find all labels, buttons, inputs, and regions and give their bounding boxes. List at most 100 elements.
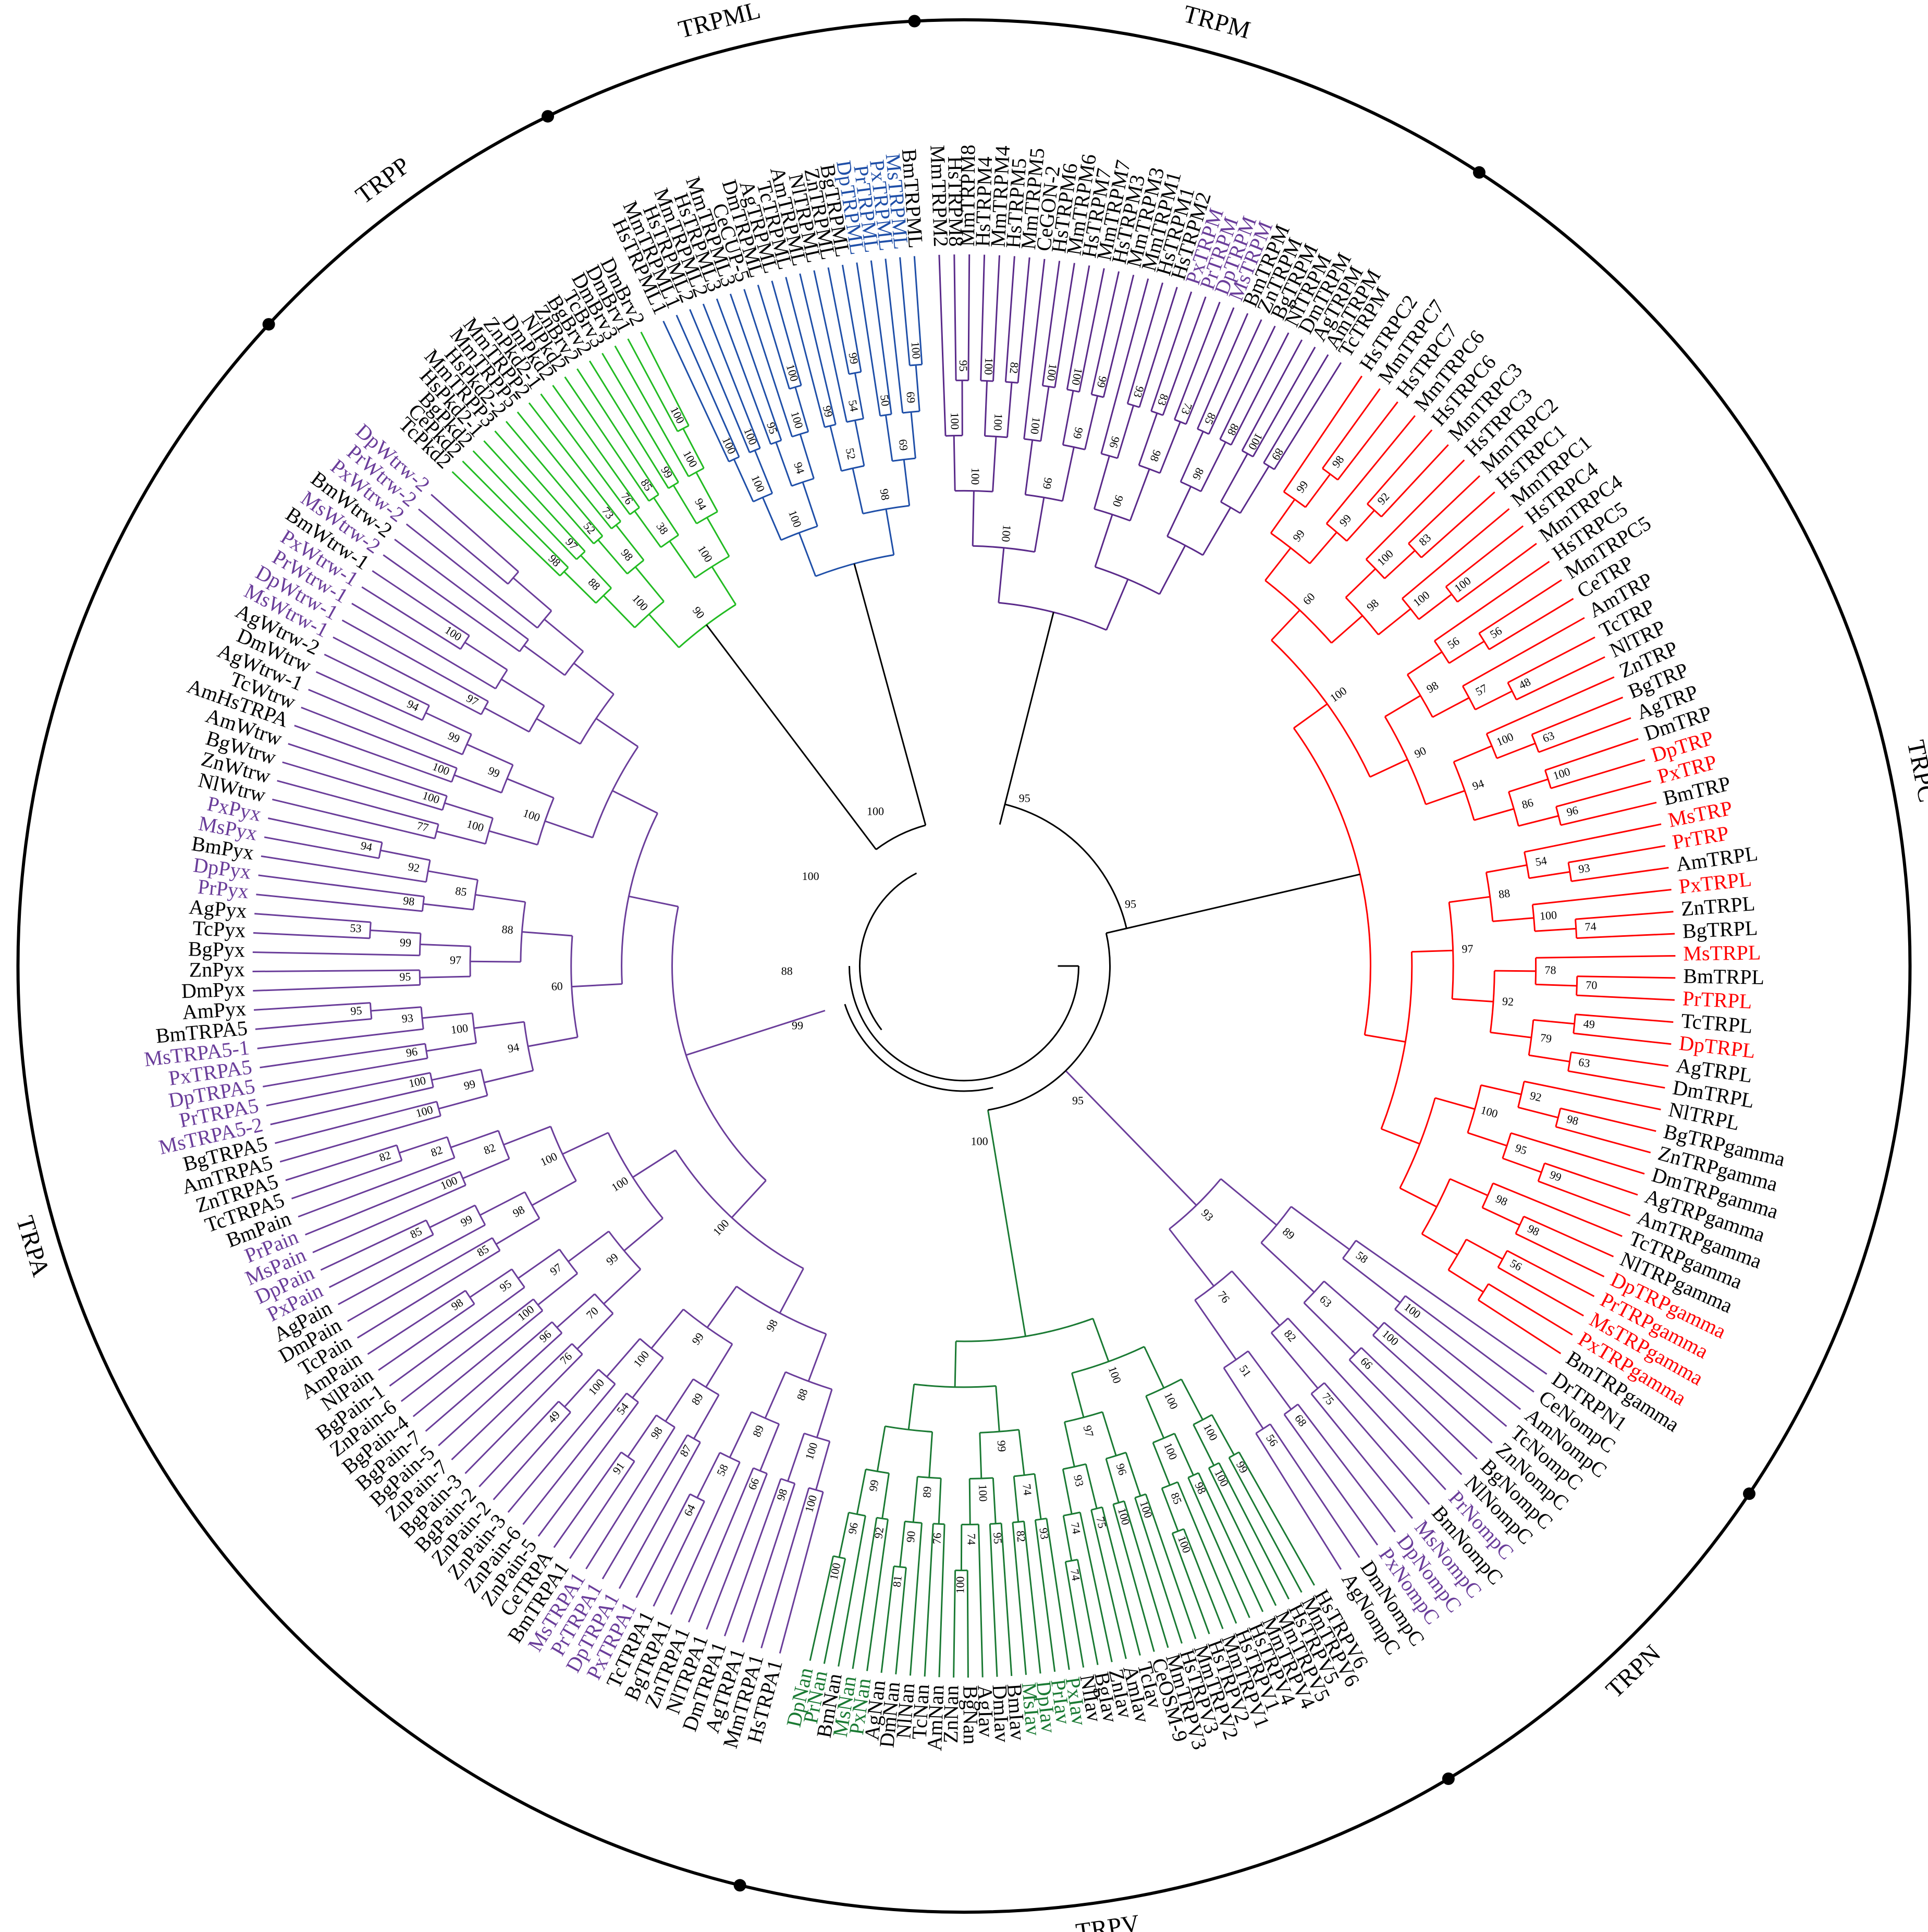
branch (1006, 382, 1013, 438)
branch (757, 285, 790, 389)
branch (1123, 1500, 1169, 1648)
bootstrap-label: 100 (1374, 547, 1396, 568)
branch-arc (571, 1343, 583, 1355)
branch (324, 653, 430, 706)
branch (953, 1570, 956, 1678)
branch (880, 1566, 895, 1673)
bootstrap-label: 97 (464, 691, 481, 708)
branch (1000, 1523, 1013, 1677)
branch (480, 1191, 525, 1216)
branch-arc (1283, 491, 1306, 508)
bootstrap-label: 66 (745, 1476, 762, 1492)
branch (1452, 998, 1494, 1002)
bootstrap-label: 88 (501, 923, 514, 937)
branch (1323, 1382, 1430, 1505)
branch (573, 662, 615, 695)
bootstrap-label: 78 (1545, 963, 1556, 976)
branch (1576, 933, 1675, 939)
branch (556, 1293, 595, 1328)
bootstrap-label: 93 (401, 1011, 414, 1025)
bootstrap-label: 100 (1410, 588, 1432, 609)
branch (320, 1219, 427, 1271)
branch (1378, 608, 1411, 635)
branch (597, 539, 628, 574)
branch (1372, 1335, 1493, 1444)
crown-stem (706, 624, 877, 850)
branch-arc (1193, 1414, 1212, 1425)
branch (451, 1343, 573, 1461)
branch (1407, 651, 1443, 676)
branch-arc (687, 1434, 701, 1443)
branch-arc (849, 371, 862, 375)
branch (953, 254, 957, 381)
branch (462, 1158, 510, 1179)
branch (1211, 1414, 1235, 1456)
branch (1024, 439, 1034, 495)
branch (706, 517, 730, 557)
branch (1450, 1178, 1489, 1196)
crown-stem (999, 612, 1054, 825)
bootstrap-label: 99 (689, 1330, 706, 1347)
branch (264, 836, 379, 859)
bootstrap-label: 93 (1578, 861, 1591, 876)
leaf-label: MsIav (1017, 1681, 1046, 1737)
branch (978, 1524, 984, 1678)
branch (723, 1478, 782, 1636)
bootstrap-label: 95 (957, 360, 970, 372)
branch (1384, 695, 1421, 717)
branch (1399, 1187, 1438, 1208)
bootstrap-label: 100 (982, 358, 996, 375)
leaf-label: DmIav (988, 1684, 1014, 1743)
branch (910, 412, 916, 459)
branch (1560, 1107, 1656, 1132)
bootstrap-label: 98 (619, 546, 636, 564)
branch (580, 555, 612, 589)
branch-arc (1263, 462, 1275, 470)
bootstrap-label: 98 (402, 894, 415, 908)
branch (992, 1477, 997, 1524)
branch (478, 1401, 559, 1487)
branch (627, 1414, 657, 1458)
branch (760, 1487, 810, 1648)
bootstrap-label: 94 (1470, 777, 1485, 793)
bootstrap-label: 76 (1215, 1288, 1232, 1305)
branch (1293, 703, 1328, 729)
branch (347, 1237, 493, 1322)
branch (569, 1461, 635, 1559)
branch (1017, 257, 1030, 383)
branch-arc (621, 813, 658, 984)
branch (635, 1494, 691, 1598)
bootstrap-label: 82 (482, 1141, 497, 1157)
branch-arc (1106, 1451, 1126, 1460)
clade-label-trpa: TRPA (11, 1213, 55, 1280)
branch (564, 376, 650, 502)
branch (807, 1334, 827, 1382)
branch (507, 778, 554, 799)
bootstrap-label: 86 (1520, 796, 1535, 811)
bootstrap-label: 100 (948, 412, 962, 430)
branch (1255, 1433, 1342, 1570)
crown-stem (987, 1109, 1026, 1337)
bootstrap-label: 100 (414, 1103, 434, 1120)
branch (762, 497, 782, 541)
branch (1241, 339, 1303, 451)
bootstrap-label: 98 (1424, 679, 1441, 696)
branch (380, 849, 431, 861)
bootstrap-label: 100 (908, 341, 923, 359)
branch (1425, 790, 1465, 805)
branch (742, 1483, 796, 1643)
branch (1138, 287, 1178, 408)
branch-arc (429, 1072, 434, 1087)
branch (1291, 1206, 1350, 1251)
branch (496, 1217, 540, 1245)
bootstrap-label: 97 (563, 535, 580, 553)
bootstrap-label: 93 (1199, 1206, 1216, 1224)
branch (400, 1298, 534, 1402)
branch (536, 718, 581, 745)
branch (967, 254, 971, 381)
boundary-marker (262, 318, 275, 331)
bootstrap-label: 99 (446, 729, 462, 745)
branch (895, 1567, 907, 1674)
leaf-label: PrPyx (197, 875, 250, 903)
bootstrap-label: 66 (1358, 1354, 1375, 1372)
